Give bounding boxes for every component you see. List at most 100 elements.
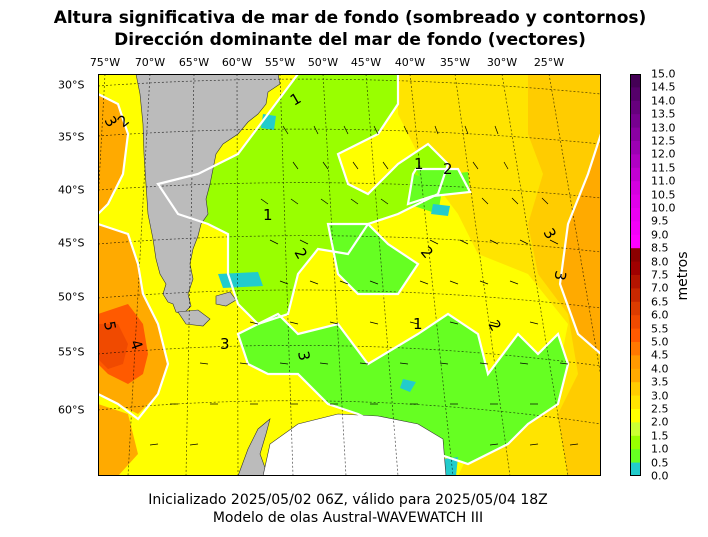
colorbar-tick-label: 12.5 [651,134,676,148]
colorbar-tick-label: 5.0 [651,335,669,349]
colorbar-tick-label: 2.0 [651,415,669,429]
colorbar-tick-label: 14.5 [651,80,676,94]
lat-label: 40°S [58,183,85,197]
colorbar-swatch [630,435,641,450]
colorbar-swatch [630,355,641,370]
sea-light-green [158,74,448,324]
sea-dark-red-southwest [98,324,128,369]
direction-vectors [149,125,579,446]
lon-label: 50°W [307,56,339,69]
sea-green-mid [328,224,418,294]
colorbar-tick-label: 13.5 [651,107,676,121]
colorbar-tick-label: 12.0 [651,147,676,161]
colorbar-swatch [630,449,641,464]
colorbar-tick-label: 0.5 [651,456,669,470]
sea-dark-orange-east [560,134,601,354]
land-south-america [135,74,281,315]
sea-cyan-patch [218,272,263,288]
colorbar-swatch [630,301,641,316]
colorbar-tick-label: 10.5 [651,188,676,202]
colorbar-tick-label: 8.0 [651,255,669,269]
colorbar-swatch [630,315,641,330]
lon-label: 75°W [89,56,121,69]
colorbar-swatch [630,154,641,169]
contour-label: 3 [220,335,230,353]
colorbar-swatch [630,261,641,276]
colorbar-swatch [630,368,641,383]
colorbar-tick-label: 6.5 [651,295,669,309]
map-frame [98,74,601,476]
colorbar-swatch [630,248,641,263]
lon-label: 35°W [439,56,471,69]
colorbar-swatch [630,382,641,397]
colorbar-swatch [630,342,641,356]
colorbar-tick-label: 13.0 [651,121,676,135]
colorbar-tick-label: 3.5 [651,375,669,389]
colorbar-tick-label: 1.0 [651,442,669,456]
colorbar-tick-label: 1.5 [651,429,669,443]
colorbar-swatch [630,462,641,476]
colorbar-swatch [630,181,641,196]
footer-init-valid: Inicializado 2025/05/02 06Z, válido para… [148,492,548,508]
contour-label: 1 [414,155,424,173]
colorbar-tick-label: 11.0 [651,174,676,188]
colorbar-tick-label: 10.0 [651,201,676,215]
sea-cyan-patch [431,204,450,216]
contour-label: 1 [263,206,273,224]
colorbar-swatch [630,328,641,343]
colorbar-swatch [630,275,641,289]
colorbar-swatch [630,194,641,209]
contour-label: 1 [413,315,423,333]
colorbar-swatch [630,395,641,410]
sea-cyan-patch [400,379,416,392]
colorbar-tick-label: 15.0 [651,67,676,81]
wave-height-map: 1 1 1 1 2 2 2 2 2 3 3 3 3 3 4 5 [98,74,601,476]
colorbar-swatch [630,234,641,249]
colorbar-tick-label: 4.5 [651,348,669,362]
colorbar-tick-label: 4.0 [651,362,669,376]
colorbar-tick-label: 14.0 [651,94,676,108]
colorbar-swatch [630,409,641,423]
contour-label: 3 [550,269,569,282]
colorbar-tick-label: 7.5 [651,268,669,282]
land-antarctic-ice [262,413,447,476]
lat-label: 45°S [58,236,85,250]
colorbar-tick-label: 5.5 [651,322,669,336]
map-title-line1: Altura significativa de mar de fondo (so… [53,8,647,28]
colorbar-tick-label: 7.0 [651,281,669,295]
colorbar-swatch [630,221,641,236]
colorbar-swatch [630,288,641,303]
lon-label: 30°W [486,56,518,69]
footer-model: Modelo de olas Austral-WAVEWATCH III [212,510,484,526]
colorbar-swatch [630,208,641,222]
lat-label: 50°S [58,290,85,304]
colorbar-swatch [630,167,641,182]
lon-label: 60°W [221,56,253,69]
colorbar-tick-label: 9.0 [651,228,669,242]
lon-label: 70°W [134,56,166,69]
colorbar-tick-label: 2.5 [651,402,669,416]
colorbar-tick-label: 8.5 [651,241,669,255]
contour-label: 3 [294,350,313,363]
colorbar-frame [630,74,641,476]
lat-label: 55°S [58,345,85,359]
colorbar-tick-label: 0.0 [651,469,669,483]
colorbar-swatch [630,127,641,142]
colorbar-tick-label: 11.5 [651,161,676,175]
colorbar-swatch [630,100,641,115]
lon-label: 65°W [178,56,210,69]
colorbar-swatch [630,422,641,437]
colorbar-tick-label: 3.0 [651,389,669,403]
land-malvinas [215,291,237,307]
colorbar-swatch [630,141,641,155]
colorbar-tick-label: 6.0 [651,308,669,322]
lat-label: 30°S [58,78,85,92]
contour-label: 5 [100,320,119,333]
colorbar-swatch [630,114,641,129]
contour-label: 2 [443,160,453,178]
colorbar-swatch [630,74,641,88]
lon-label: 55°W [264,56,296,69]
map-title-line2: Dirección dominante del mar de fondo (ve… [114,30,586,50]
sea-orange-northwest [98,94,128,214]
colorbar-units-label: metros [675,251,691,301]
